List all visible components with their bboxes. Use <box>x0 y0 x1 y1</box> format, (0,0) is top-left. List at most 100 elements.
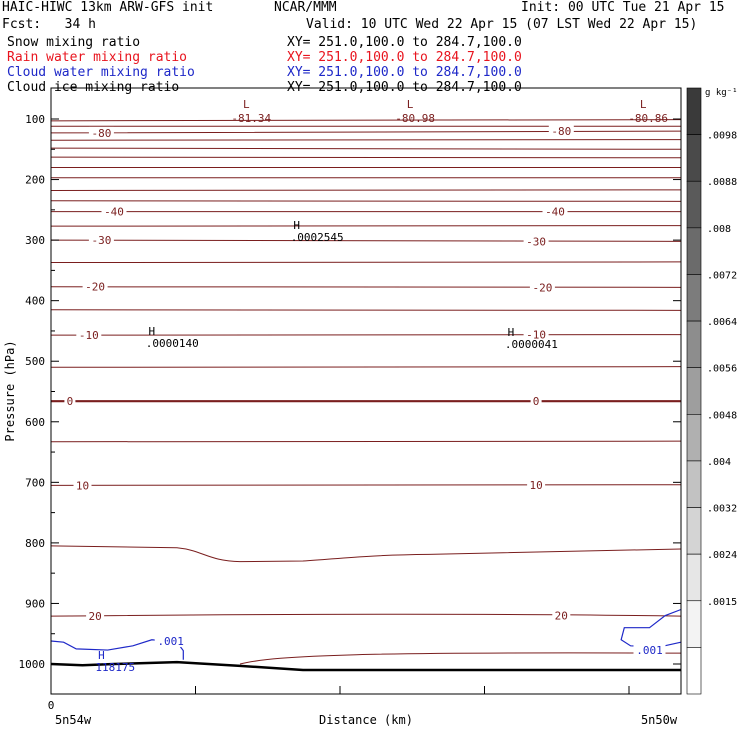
colorbar-label: .0015 <box>707 597 737 608</box>
isotherm-line <box>50 239 682 242</box>
field-cloud-water-name: Cloud water mixing ratio <box>7 65 195 80</box>
isotherm-line <box>50 118 682 122</box>
colorbar-swatch <box>686 553 702 602</box>
isotherm-label: -20 <box>85 281 105 294</box>
colorbar-label: .0072 <box>707 270 737 281</box>
x-left-location-label: 5n54w <box>55 713 92 727</box>
isotherm-line <box>50 199 682 202</box>
isotherm-line <box>50 613 682 617</box>
model-title: HAIC-HIWC 13km ARW-GFS init <box>2 0 214 15</box>
colorbar-label: .0024 <box>707 550 737 561</box>
colorbar-swatch <box>686 600 702 648</box>
y-tick-label: 900 <box>25 597 45 610</box>
high-value: 118175 <box>95 661 135 674</box>
isotherm-line <box>50 440 682 443</box>
isotherm-line <box>50 156 682 159</box>
isotherm-line <box>50 334 682 336</box>
isotherm-label: 0 <box>533 395 540 408</box>
high-value: .0002545 <box>291 231 344 244</box>
isotherm-line <box>50 399 682 403</box>
field-snow-name: Snow mixing ratio <box>7 35 141 50</box>
isotherm-line <box>50 166 682 168</box>
forecast-hour: Fcst: 34 h <box>2 17 96 32</box>
isotherm-label: -80 <box>91 127 111 140</box>
isotherm-label: -80 <box>551 125 571 138</box>
isotherm-label: 20 <box>555 610 568 623</box>
colorbar-swatch <box>686 460 702 508</box>
field-rain-name: Rain water mixing ratio <box>7 50 188 65</box>
colorbar-swatch <box>686 647 702 695</box>
isotherm-label: 10 <box>529 479 542 492</box>
y-tick-label: 1000 <box>19 658 46 671</box>
isotherm-label: -30 <box>91 234 111 247</box>
x-start-tick-label: 0 <box>48 699 55 712</box>
isotherm-label: -10 <box>79 329 99 342</box>
isotherm-line <box>50 138 682 141</box>
isotherm-label: -10 <box>526 329 546 342</box>
isotherm-label: 20 <box>88 610 101 623</box>
ground-surface-line <box>50 660 681 672</box>
low-value: -81.34 <box>231 112 271 125</box>
isotherm-label: 0 <box>67 395 74 408</box>
valid-time: Valid: 10 UTC Wed 22 Apr 15 (07 LST Wed … <box>306 17 698 32</box>
colorbar: .0098 .0088 .008 .0072 .0064 .0056 .0048 .004 .0… <box>686 87 738 695</box>
isotherm-label: 10 <box>76 479 89 492</box>
isotherm-line <box>50 545 682 563</box>
colorbar-swatch <box>686 367 702 415</box>
isotherm-line <box>50 484 682 487</box>
high-marker: H <box>508 326 515 339</box>
low-marker: L <box>640 98 647 111</box>
isotherm-line <box>50 308 682 311</box>
y-tick-label: 100 <box>25 113 45 126</box>
colorbar-swatch <box>686 87 702 135</box>
colorbar-swatch <box>686 227 702 275</box>
x-axis-title: Distance (km) <box>319 713 413 727</box>
organization-label: NCAR/MMM <box>274 0 337 15</box>
colorbar-swatch <box>686 134 702 182</box>
colorbar-label: .0032 <box>707 504 737 515</box>
high-marker: H <box>98 649 105 662</box>
low-marker: L <box>407 98 414 111</box>
init-time: Init: 00 UTC Tue 21 Apr 15 <box>521 0 725 15</box>
isotherm-label: -20 <box>532 281 552 294</box>
colorbar-swatch <box>686 414 702 462</box>
high-value: .0000140 <box>146 337 199 350</box>
isotherm-line <box>50 261 682 264</box>
low-value: -80.98 <box>395 112 435 125</box>
colorbar-label: .008 <box>707 224 731 235</box>
isotherm-label: -30 <box>526 235 546 248</box>
y-tick-label: 300 <box>25 234 45 247</box>
y-tick-label: 400 <box>25 295 45 308</box>
colorbar-label: .0056 <box>707 364 737 375</box>
x-right-location-label: 5n50w <box>641 713 678 727</box>
cloud-water-label: .001 <box>636 644 663 657</box>
isotherm-line <box>50 225 682 228</box>
y-tick-label: 200 <box>25 174 45 187</box>
high-marker: H <box>148 325 155 338</box>
isotherm-label: -40 <box>545 206 565 219</box>
y-tick-label: 600 <box>25 416 45 429</box>
y-tick-label: 500 <box>25 355 45 368</box>
colorbar-unit: g kg⁻¹ <box>705 88 738 98</box>
low-marker: L <box>243 98 250 111</box>
high-marker: H <box>293 219 300 232</box>
colorbar-swatch <box>686 320 702 368</box>
cloud-water-contour <box>50 639 184 660</box>
colorbar-label: .0098 <box>707 131 737 142</box>
y-axis-title: Pressure (hPa) <box>3 340 17 441</box>
colorbar-swatch <box>686 180 702 229</box>
high-value: .0000041 <box>505 338 558 351</box>
isotherm-contours <box>50 118 682 672</box>
isotherm-line <box>50 189 682 192</box>
isotherm-line <box>50 286 682 289</box>
colorbar-label: .0048 <box>707 410 737 421</box>
isotherm-line <box>50 147 682 150</box>
isotherm-line <box>50 130 682 134</box>
colorbar-label: .0088 <box>707 177 737 188</box>
field-snow-xy: XY= 251.0,100.0 to 284.7,100.0 <box>287 35 522 50</box>
field-cloud-water-xy: XY= 251.0,100.0 to 284.7,100.0 <box>287 65 522 80</box>
colorbar-label: .004 <box>707 457 731 468</box>
isotherm-line <box>50 366 682 369</box>
colorbar-label: .0064 <box>707 317 737 328</box>
